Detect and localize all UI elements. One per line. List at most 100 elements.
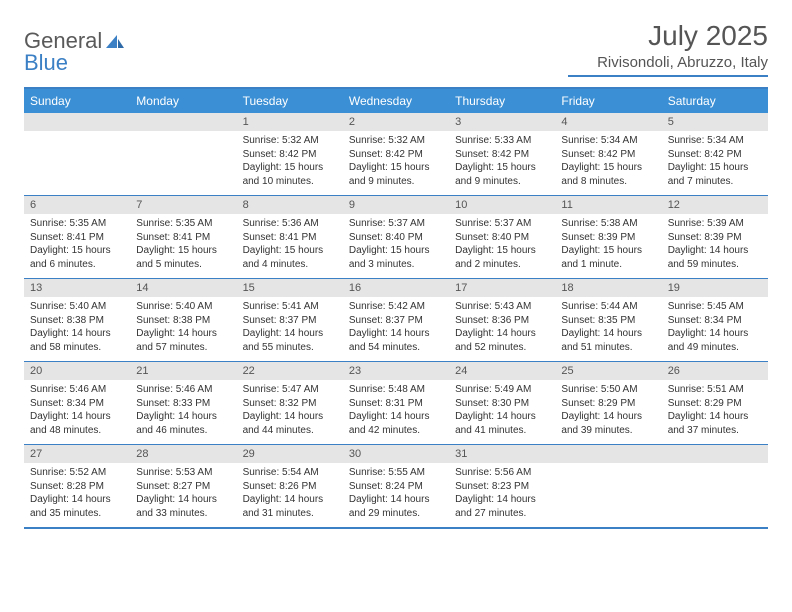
sunrise-line: Sunrise: 5:41 AM bbox=[243, 300, 337, 314]
day-number-empty bbox=[24, 113, 130, 131]
sunrise-line: Sunrise: 5:40 AM bbox=[136, 300, 230, 314]
calendar-cell: 2Sunrise: 5:32 AMSunset: 8:42 PMDaylight… bbox=[343, 113, 449, 195]
daylight-line: Daylight: 14 hours and 52 minutes. bbox=[455, 327, 549, 354]
weekday-header: Saturday bbox=[662, 89, 768, 113]
calendar-cell bbox=[24, 113, 130, 195]
day-number: 4 bbox=[555, 113, 661, 131]
daylight-line: Daylight: 14 hours and 46 minutes. bbox=[136, 410, 230, 437]
calendar-cell: 6Sunrise: 5:35 AMSunset: 8:41 PMDaylight… bbox=[24, 196, 130, 278]
sunrise-line: Sunrise: 5:40 AM bbox=[30, 300, 124, 314]
calendar-cell: 21Sunrise: 5:46 AMSunset: 8:33 PMDayligh… bbox=[130, 362, 236, 444]
day-number: 2 bbox=[343, 113, 449, 131]
day-details: Sunrise: 5:40 AMSunset: 8:38 PMDaylight:… bbox=[24, 297, 130, 357]
day-number: 21 bbox=[130, 362, 236, 380]
sunrise-line: Sunrise: 5:52 AM bbox=[30, 466, 124, 480]
sunset-line: Sunset: 8:42 PM bbox=[243, 148, 337, 162]
calendar-header-row: SundayMondayTuesdayWednesdayThursdayFrid… bbox=[24, 89, 768, 113]
day-number: 12 bbox=[662, 196, 768, 214]
day-number-empty bbox=[130, 113, 236, 131]
sunset-line: Sunset: 8:38 PM bbox=[136, 314, 230, 328]
calendar-row: 27Sunrise: 5:52 AMSunset: 8:28 PMDayligh… bbox=[24, 445, 768, 529]
daylight-line: Daylight: 15 hours and 2 minutes. bbox=[455, 244, 549, 271]
daylight-line: Daylight: 14 hours and 55 minutes. bbox=[243, 327, 337, 354]
sunrise-line: Sunrise: 5:32 AM bbox=[243, 134, 337, 148]
sunrise-line: Sunrise: 5:44 AM bbox=[561, 300, 655, 314]
weekday-header: Sunday bbox=[24, 89, 130, 113]
sunset-line: Sunset: 8:28 PM bbox=[30, 480, 124, 494]
calendar-cell: 3Sunrise: 5:33 AMSunset: 8:42 PMDaylight… bbox=[449, 113, 555, 195]
sunset-line: Sunset: 8:42 PM bbox=[668, 148, 762, 162]
day-number: 18 bbox=[555, 279, 661, 297]
calendar-cell: 10Sunrise: 5:37 AMSunset: 8:40 PMDayligh… bbox=[449, 196, 555, 278]
day-number: 26 bbox=[662, 362, 768, 380]
calendar-cell: 30Sunrise: 5:55 AMSunset: 8:24 PMDayligh… bbox=[343, 445, 449, 527]
sunset-line: Sunset: 8:35 PM bbox=[561, 314, 655, 328]
sunrise-line: Sunrise: 5:45 AM bbox=[668, 300, 762, 314]
sunrise-line: Sunrise: 5:46 AM bbox=[136, 383, 230, 397]
sunset-line: Sunset: 8:41 PM bbox=[30, 231, 124, 245]
sunrise-line: Sunrise: 5:37 AM bbox=[455, 217, 549, 231]
weekday-header: Wednesday bbox=[343, 89, 449, 113]
day-number: 22 bbox=[237, 362, 343, 380]
calendar-row: 6Sunrise: 5:35 AMSunset: 8:41 PMDaylight… bbox=[24, 196, 768, 279]
title-block: July 2025 Rivisondoli, Abruzzo, Italy bbox=[568, 20, 768, 77]
daylight-line: Daylight: 14 hours and 41 minutes. bbox=[455, 410, 549, 437]
day-number: 30 bbox=[343, 445, 449, 463]
day-details: Sunrise: 5:35 AMSunset: 8:41 PMDaylight:… bbox=[130, 214, 236, 274]
day-number: 20 bbox=[24, 362, 130, 380]
daylight-line: Daylight: 15 hours and 10 minutes. bbox=[243, 161, 337, 188]
calendar-cell: 8Sunrise: 5:36 AMSunset: 8:41 PMDaylight… bbox=[237, 196, 343, 278]
calendar-cell bbox=[555, 445, 661, 527]
sunset-line: Sunset: 8:37 PM bbox=[349, 314, 443, 328]
day-number: 7 bbox=[130, 196, 236, 214]
calendar-cell: 22Sunrise: 5:47 AMSunset: 8:32 PMDayligh… bbox=[237, 362, 343, 444]
calendar-body: 1Sunrise: 5:32 AMSunset: 8:42 PMDaylight… bbox=[24, 113, 768, 529]
location-label: Rivisondoli, Abruzzo, Italy bbox=[568, 54, 768, 77]
sunset-line: Sunset: 8:42 PM bbox=[349, 148, 443, 162]
sunset-line: Sunset: 8:29 PM bbox=[561, 397, 655, 411]
sunset-line: Sunset: 8:33 PM bbox=[136, 397, 230, 411]
day-details: Sunrise: 5:38 AMSunset: 8:39 PMDaylight:… bbox=[555, 214, 661, 274]
calendar-row: 1Sunrise: 5:32 AMSunset: 8:42 PMDaylight… bbox=[24, 113, 768, 196]
day-number: 1 bbox=[237, 113, 343, 131]
calendar-cell: 23Sunrise: 5:48 AMSunset: 8:31 PMDayligh… bbox=[343, 362, 449, 444]
day-details: Sunrise: 5:48 AMSunset: 8:31 PMDaylight:… bbox=[343, 380, 449, 440]
calendar-cell: 7Sunrise: 5:35 AMSunset: 8:41 PMDaylight… bbox=[130, 196, 236, 278]
day-details: Sunrise: 5:50 AMSunset: 8:29 PMDaylight:… bbox=[555, 380, 661, 440]
sunset-line: Sunset: 8:26 PM bbox=[243, 480, 337, 494]
calendar-cell: 20Sunrise: 5:46 AMSunset: 8:34 PMDayligh… bbox=[24, 362, 130, 444]
sunset-line: Sunset: 8:34 PM bbox=[668, 314, 762, 328]
sunset-line: Sunset: 8:39 PM bbox=[561, 231, 655, 245]
day-details: Sunrise: 5:43 AMSunset: 8:36 PMDaylight:… bbox=[449, 297, 555, 357]
sunrise-line: Sunrise: 5:56 AM bbox=[455, 466, 549, 480]
calendar-cell bbox=[662, 445, 768, 527]
sunrise-line: Sunrise: 5:50 AM bbox=[561, 383, 655, 397]
sunrise-line: Sunrise: 5:51 AM bbox=[668, 383, 762, 397]
sunset-line: Sunset: 8:41 PM bbox=[136, 231, 230, 245]
daylight-line: Daylight: 14 hours and 35 minutes. bbox=[30, 493, 124, 520]
sunrise-line: Sunrise: 5:48 AM bbox=[349, 383, 443, 397]
daylight-line: Daylight: 14 hours and 37 minutes. bbox=[668, 410, 762, 437]
weekday-header: Tuesday bbox=[237, 89, 343, 113]
calendar-cell: 26Sunrise: 5:51 AMSunset: 8:29 PMDayligh… bbox=[662, 362, 768, 444]
daylight-line: Daylight: 15 hours and 7 minutes. bbox=[668, 161, 762, 188]
daylight-line: Daylight: 14 hours and 54 minutes. bbox=[349, 327, 443, 354]
day-details: Sunrise: 5:39 AMSunset: 8:39 PMDaylight:… bbox=[662, 214, 768, 274]
calendar-cell: 24Sunrise: 5:49 AMSunset: 8:30 PMDayligh… bbox=[449, 362, 555, 444]
sunset-line: Sunset: 8:41 PM bbox=[243, 231, 337, 245]
sunset-line: Sunset: 8:37 PM bbox=[243, 314, 337, 328]
day-number: 5 bbox=[662, 113, 768, 131]
calendar-cell: 11Sunrise: 5:38 AMSunset: 8:39 PMDayligh… bbox=[555, 196, 661, 278]
daylight-line: Daylight: 14 hours and 49 minutes. bbox=[668, 327, 762, 354]
day-number: 8 bbox=[237, 196, 343, 214]
sunrise-line: Sunrise: 5:34 AM bbox=[561, 134, 655, 148]
sunrise-line: Sunrise: 5:38 AM bbox=[561, 217, 655, 231]
day-number: 17 bbox=[449, 279, 555, 297]
daylight-line: Daylight: 14 hours and 58 minutes. bbox=[30, 327, 124, 354]
sunset-line: Sunset: 8:27 PM bbox=[136, 480, 230, 494]
daylight-line: Daylight: 14 hours and 29 minutes. bbox=[349, 493, 443, 520]
sunrise-line: Sunrise: 5:53 AM bbox=[136, 466, 230, 480]
day-details: Sunrise: 5:46 AMSunset: 8:33 PMDaylight:… bbox=[130, 380, 236, 440]
day-details: Sunrise: 5:34 AMSunset: 8:42 PMDaylight:… bbox=[662, 131, 768, 191]
sunset-line: Sunset: 8:32 PM bbox=[243, 397, 337, 411]
